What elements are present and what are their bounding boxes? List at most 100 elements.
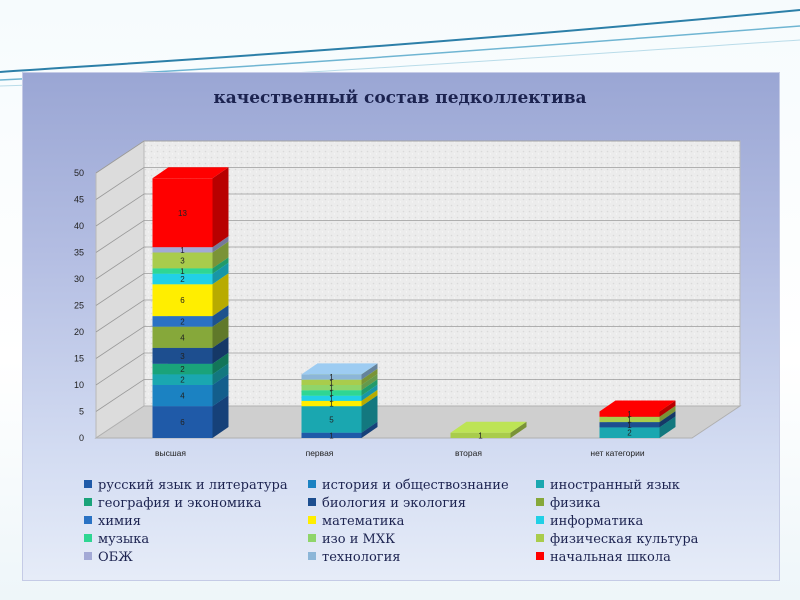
gridline xyxy=(95,273,740,306)
legend-label: иностранный язык xyxy=(550,478,680,493)
bar-front xyxy=(152,247,213,253)
bar-top xyxy=(152,167,229,179)
bar-side xyxy=(659,405,676,423)
legend-swatch xyxy=(308,480,316,488)
legend-swatch xyxy=(308,534,316,542)
bar-front xyxy=(152,406,213,438)
bar-front xyxy=(301,379,362,385)
bar-side xyxy=(510,421,527,438)
bar-side xyxy=(361,379,378,396)
legend: русский язык и литература история и общес… xyxy=(84,478,724,570)
legend-label: география и экономика xyxy=(98,496,262,511)
bar-segment: 13 xyxy=(152,167,229,248)
gridline xyxy=(95,299,740,333)
bar-side xyxy=(659,411,676,428)
bar-side xyxy=(212,241,229,269)
legend-swatch xyxy=(536,480,544,488)
bar-front xyxy=(152,316,213,327)
bar-front xyxy=(599,422,660,428)
bar-side xyxy=(212,352,229,375)
data-label: 2 xyxy=(180,275,185,284)
data-label: 5 xyxy=(329,415,334,424)
bar-side xyxy=(212,336,229,364)
legend-item: начальная школа xyxy=(536,550,671,565)
bar-side xyxy=(212,236,229,253)
bar-front xyxy=(301,432,362,438)
bar-front xyxy=(152,178,213,248)
x-category-label: первая xyxy=(306,448,334,458)
legend-label: начальная школа xyxy=(550,550,671,565)
legend-swatch xyxy=(536,534,544,542)
bar-front xyxy=(152,252,213,269)
data-label: 1 xyxy=(329,389,334,398)
legend-item: иностранный язык xyxy=(536,478,680,493)
y-tick-label: 15 xyxy=(74,354,84,364)
y-tick-label: 45 xyxy=(74,195,84,205)
y-tick-label: 30 xyxy=(74,274,84,284)
bar-side xyxy=(361,389,378,407)
data-label: 1 xyxy=(627,421,632,430)
legend-swatch xyxy=(536,516,544,524)
legend-item: технология xyxy=(308,550,400,565)
bar-front xyxy=(301,385,362,391)
bar-front xyxy=(152,385,213,407)
legend-swatch xyxy=(308,498,316,506)
data-label: 1 xyxy=(180,246,185,255)
bar-segment: 1 xyxy=(301,363,378,382)
legend-swatch xyxy=(84,534,92,542)
legend-label: музыка xyxy=(98,532,150,547)
data-label: 3 xyxy=(180,352,185,361)
legend-item: физическая культура xyxy=(536,532,698,547)
legend-item: информатика xyxy=(536,514,643,529)
bar-side xyxy=(212,395,229,438)
bar-segment: 1 xyxy=(450,421,527,440)
bar-side xyxy=(361,421,378,438)
legend-item: математика xyxy=(308,514,404,529)
data-label: 1 xyxy=(627,410,632,419)
bar-front xyxy=(301,374,362,380)
chart-title: качественный состав педколлектива xyxy=(213,88,587,108)
data-label: 2 xyxy=(627,429,632,438)
legend-swatch xyxy=(536,498,544,506)
bar-front xyxy=(152,268,213,274)
y-tick-label: 40 xyxy=(74,221,84,231)
bar-side xyxy=(212,305,229,327)
bar-front xyxy=(599,427,660,438)
legend-swatch xyxy=(84,552,92,560)
data-label: 1 xyxy=(329,373,334,382)
bar-segment: 1 xyxy=(599,400,676,419)
bar-front xyxy=(152,363,213,375)
bar-side xyxy=(212,167,229,248)
bar-side xyxy=(659,416,676,438)
data-label: 4 xyxy=(180,333,185,342)
data-label: 4 xyxy=(180,392,185,401)
y-tick-label: 20 xyxy=(74,327,84,337)
data-label: 2 xyxy=(180,317,185,326)
gridline xyxy=(95,167,740,200)
bar-side xyxy=(361,368,378,385)
legend-swatch xyxy=(536,552,544,560)
data-label: 1 xyxy=(329,378,334,387)
bar-front xyxy=(599,416,660,423)
legend-label: история и обществознание xyxy=(322,478,509,493)
data-label: 6 xyxy=(180,296,185,305)
bar-side xyxy=(212,315,229,348)
bar-side xyxy=(212,363,229,385)
bar-side xyxy=(361,384,378,401)
bar-side xyxy=(659,400,676,417)
data-label: 2 xyxy=(180,365,185,374)
legend-label: изо и МХК xyxy=(322,532,396,547)
legend-label: математика xyxy=(322,514,405,529)
legend-label: физическая культура xyxy=(550,532,699,547)
y-tick-label: 0 xyxy=(79,433,84,443)
legend-label: информатика xyxy=(550,514,644,529)
x-category-label: высшая xyxy=(155,448,186,458)
legend-label: ОБЖ xyxy=(98,550,133,565)
legend-item: изо и МХК xyxy=(308,532,395,547)
data-label: 1 xyxy=(180,267,185,276)
y-tick-label: 25 xyxy=(74,301,84,311)
bar-front xyxy=(152,326,213,348)
legend-label: физика xyxy=(550,496,601,511)
gridline xyxy=(95,193,740,227)
